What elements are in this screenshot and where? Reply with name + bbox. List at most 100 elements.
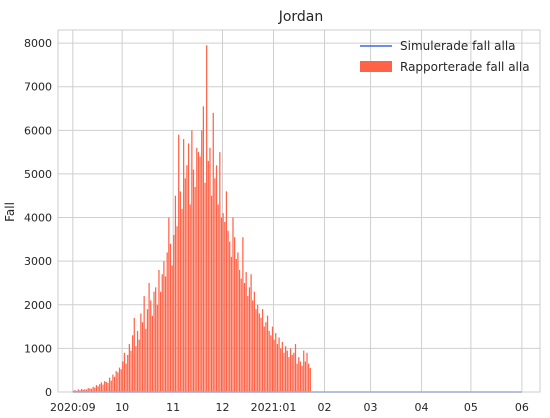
bar	[90, 388, 93, 392]
bar	[95, 385, 98, 392]
bar	[108, 377, 111, 392]
bar	[265, 322, 267, 392]
bar	[133, 317, 135, 392]
x-tick-label: 04	[415, 401, 429, 414]
bar	[171, 265, 173, 392]
bar	[270, 335, 272, 392]
bar	[174, 195, 177, 392]
y-tick-label: 7000	[24, 81, 52, 94]
bar	[115, 371, 117, 392]
bar	[255, 309, 257, 392]
bar	[229, 241, 231, 392]
bar	[173, 234, 175, 392]
bar	[82, 389, 84, 392]
bar	[299, 361, 302, 392]
bar	[273, 339, 275, 392]
bar	[276, 344, 279, 392]
bar	[128, 344, 130, 392]
y-tick-labels: 0 1000 2000 3000 4000 5000 6000 7000 8000	[24, 37, 52, 399]
bar	[113, 376, 116, 392]
bar	[294, 344, 297, 392]
bar-series	[72, 45, 311, 393]
x-tick-label: 2021:01	[251, 401, 297, 414]
bar	[301, 365, 303, 392]
bar	[257, 304, 259, 392]
bar	[199, 156, 201, 392]
bar	[303, 350, 305, 392]
bar	[308, 363, 310, 392]
bar	[94, 387, 96, 392]
bar	[237, 252, 239, 392]
bar	[118, 367, 121, 392]
legend: Simulerade fall alla Rapporterade fall al…	[360, 39, 530, 74]
bar	[238, 269, 241, 392]
bar	[122, 361, 124, 392]
bar	[143, 296, 145, 392]
bar	[210, 195, 213, 392]
bar	[161, 274, 163, 392]
grid	[58, 30, 540, 393]
bar	[130, 350, 132, 392]
bar	[132, 335, 134, 392]
bar	[261, 309, 264, 392]
bar	[110, 380, 112, 392]
bar	[156, 304, 158, 392]
plot-frame	[57, 29, 541, 393]
bar	[84, 389, 86, 392]
x-tick-label: 06	[515, 401, 529, 414]
bar	[266, 315, 269, 392]
bar	[250, 274, 252, 392]
bar	[275, 333, 277, 392]
bar	[296, 363, 298, 392]
bar	[271, 326, 274, 392]
bar	[214, 178, 216, 392]
bar	[187, 143, 190, 392]
bar	[155, 287, 157, 392]
bar	[280, 348, 282, 392]
bar	[204, 182, 206, 392]
bar	[215, 165, 218, 392]
bar	[240, 278, 242, 392]
bar	[242, 237, 244, 392]
bar	[197, 152, 200, 392]
bar	[268, 330, 270, 392]
bar	[168, 217, 170, 392]
bar	[253, 291, 255, 392]
bar	[146, 309, 149, 392]
bar	[189, 204, 191, 392]
bar	[285, 346, 287, 392]
bar	[163, 261, 165, 392]
bar	[235, 258, 237, 392]
bar	[164, 276, 167, 392]
bar	[286, 350, 288, 392]
bar	[145, 328, 147, 392]
bar	[166, 252, 168, 392]
bar	[293, 352, 295, 392]
bar	[309, 368, 311, 392]
bar	[120, 369, 122, 392]
bar	[136, 330, 139, 392]
x-tick-label: 11	[166, 401, 180, 414]
bar	[85, 389, 88, 392]
x-tick-label: 12	[216, 401, 230, 414]
bar	[179, 191, 181, 392]
bar	[184, 178, 186, 392]
bar	[258, 313, 260, 392]
bar	[260, 317, 262, 392]
bar	[148, 282, 150, 392]
bar	[281, 341, 283, 392]
bar	[191, 130, 193, 393]
x-tick-labels: 2020:09 10 11 12 2021:01 02 03 04 05 06	[50, 401, 529, 414]
bar	[288, 357, 290, 392]
bar	[153, 291, 155, 392]
bar	[278, 337, 280, 392]
x-tick-label: 10	[115, 401, 129, 414]
bar	[225, 191, 228, 392]
bar	[140, 313, 142, 392]
bar	[159, 291, 162, 392]
y-tick-label: 1000	[24, 342, 52, 355]
bar	[178, 134, 180, 393]
bar	[201, 130, 203, 393]
bar	[298, 357, 300, 392]
bar	[194, 187, 196, 392]
